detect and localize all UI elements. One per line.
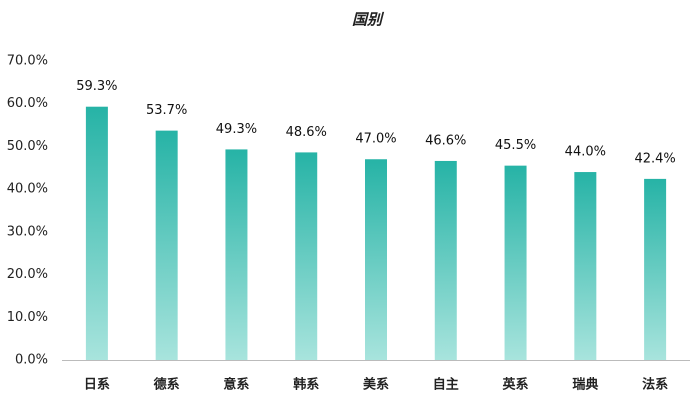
x-tick-label: 美系	[363, 377, 389, 393]
x-tick-label: 日系	[84, 377, 110, 393]
x-tick-label: 英系	[502, 377, 529, 393]
bar	[504, 165, 527, 360]
value-label: 47.0%	[355, 132, 396, 147]
value-label: 53.7%	[146, 103, 187, 118]
bar	[155, 130, 178, 360]
x-tick-label: 法系	[642, 377, 668, 393]
y-tick-label: 20.0%	[7, 267, 48, 282]
value-label: 42.4%	[634, 151, 675, 166]
y-tick-label: 10.0%	[7, 310, 48, 325]
y-tick-label: 40.0%	[7, 182, 48, 197]
x-tick-label: 瑞典	[572, 377, 598, 393]
bar	[434, 160, 457, 360]
x-tick-label: 自主	[433, 377, 459, 393]
y-tick-label: 70.0%	[7, 54, 48, 69]
bar	[365, 159, 387, 360]
value-label: 44.0%	[565, 145, 606, 160]
x-tick-label: 韩系	[293, 377, 319, 393]
bar	[225, 149, 248, 360]
value-label: 46.6%	[425, 133, 466, 148]
y-tick-label: 60.0%	[7, 96, 48, 111]
bar	[295, 152, 318, 360]
bar	[644, 178, 667, 360]
value-label: 49.3%	[216, 122, 257, 137]
x-tick-label: 德系	[154, 377, 180, 393]
value-label: 48.6%	[286, 125, 327, 140]
y-tick-label: 30.0%	[7, 224, 48, 239]
x-tick-label: 意系	[223, 377, 249, 393]
bar	[574, 172, 597, 360]
chart-title: 国别	[352, 11, 385, 29]
y-tick-label: 50.0%	[7, 139, 48, 154]
y-tick-label: 0.0%	[15, 353, 48, 368]
value-label: 45.5%	[495, 138, 536, 153]
bar	[85, 106, 108, 360]
value-label: 59.3%	[76, 79, 117, 94]
